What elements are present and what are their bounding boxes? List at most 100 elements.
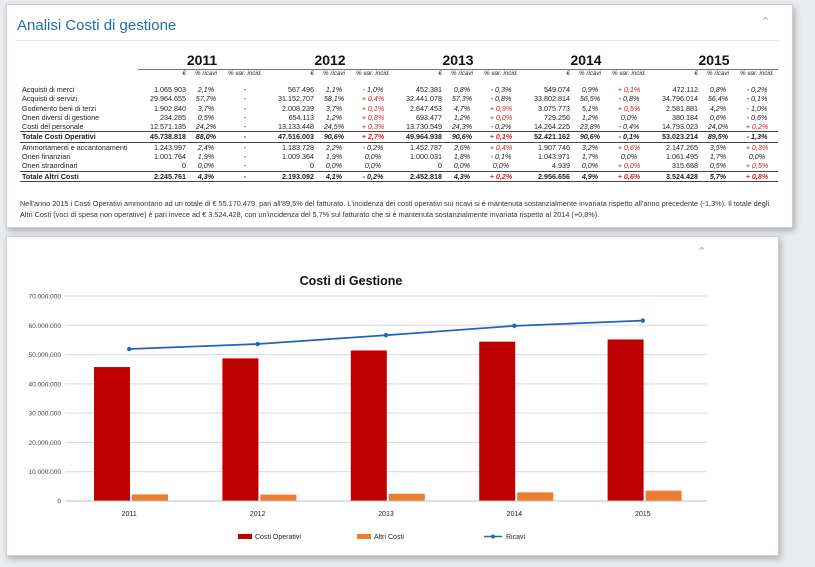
amount-cell: 693.477 xyxy=(416,112,443,122)
amount-cell: 45.738.818 xyxy=(138,131,188,143)
column-header: € xyxy=(650,69,701,85)
variation-cell: 0,0% xyxy=(748,152,766,162)
bar-costi-operativi xyxy=(222,358,259,501)
revenue-pct-cell: 0,5% xyxy=(197,112,215,122)
costs-analysis-panel: Analisi Costi di gestione ⌃ 2011 2012 2013… xyxy=(6,4,793,228)
x-tick-label: 2013 xyxy=(378,511,394,518)
point-ricavi xyxy=(383,333,389,338)
row-label: Ammortamenti e accantonamenti xyxy=(22,142,128,152)
variation-cell: - 0,3% xyxy=(490,85,512,94)
y-tick-label: 40.000.000 xyxy=(28,381,61,388)
revenue-pct-cell: 24,3% xyxy=(451,122,473,132)
revenue-pct-cell: 3,2% xyxy=(581,142,599,152)
revenue-pct-cell: 5,7% xyxy=(700,170,737,182)
amount-cell: 53.023.214 xyxy=(650,131,701,143)
year-header: 2014 xyxy=(570,52,602,68)
amount-cell: 2.956.656 xyxy=(522,170,573,182)
point-ricavi xyxy=(512,323,517,329)
amount-cell: 1.183.728 xyxy=(282,142,315,152)
variation-cell: - 0,2% xyxy=(352,170,395,182)
revenue-pct-cell: 1,9% xyxy=(197,152,215,162)
variation-cell: 0,0% xyxy=(620,112,638,122)
bar-altri-costi xyxy=(132,494,168,501)
variation-cell: + 0,3% xyxy=(361,122,385,132)
variation-cell: + 0,9% xyxy=(489,103,513,113)
variation-cell: 0,0% xyxy=(492,161,510,171)
row-label: Acquisti di servizi xyxy=(22,94,78,104)
column-header: % ricavi xyxy=(444,69,481,85)
revenue-pct-cell: 2,1% xyxy=(197,85,215,94)
amount-cell: 2.452.818 xyxy=(394,170,445,182)
chevron-up-icon[interactable]: ⌃ xyxy=(761,16,771,28)
legend-label: Ricavi xyxy=(506,534,526,541)
bar-altri-costi xyxy=(260,494,297,501)
revenue-pct-cell: 90,6% xyxy=(444,131,481,143)
variation-cell: + 0,1% xyxy=(480,131,523,143)
chart-panel: ⌃ Costi di Gestione 0 10.000.000 20.000.000… xyxy=(6,236,779,556)
table-row: Totale Costi Operativi 45.738.818 88,0% -47… xyxy=(20,131,779,143)
table-row: Oneri finanziari 1.001.764 1,9% - 1.009.364 1… xyxy=(20,152,778,161)
amount-cell: 1.065.903 xyxy=(154,85,186,94)
column-header: % var. incid. xyxy=(224,69,267,85)
analysis-description: Nell'anno 2015 i Costi Operativi ammonta… xyxy=(20,199,770,219)
variation-cell: + 0,6% xyxy=(617,142,641,152)
variation-cell: 0,0% xyxy=(364,152,382,162)
blank-cell xyxy=(20,51,138,70)
variation-cell: - 1,3% xyxy=(736,131,779,143)
variation-cell: + 0,1% xyxy=(361,103,385,113)
revenue-pct-cell: 0,9% xyxy=(581,85,599,94)
legend-label: Costi Operativi xyxy=(255,534,301,541)
variation-cell: 0,0% xyxy=(620,152,638,162)
amount-cell: 549.074 xyxy=(544,85,571,94)
amount-cell: 1.000.031 xyxy=(410,152,443,162)
panel-title: Analisi Costi di gestione xyxy=(17,17,177,34)
variation-cell: - 0,1% xyxy=(608,131,651,143)
y-tick-label: 50.000.000 xyxy=(28,352,61,359)
variation-cell: - xyxy=(243,161,247,171)
bar-altri-costi xyxy=(388,493,425,501)
legend-marker-ricavi xyxy=(491,534,495,539)
amount-cell: 1.043.971 xyxy=(538,152,571,162)
row-label: Oneri diversi di gestione xyxy=(22,112,100,122)
amount-cell: 1.452.787 xyxy=(410,142,443,152)
revenue-pct-cell: 4,7% xyxy=(453,103,471,113)
table-row: Acquisti di merci 1.065.903 2,1% - 567.496 1,… xyxy=(20,85,778,94)
x-tick-label: 2011 xyxy=(122,511,137,518)
bar-costi-operativi xyxy=(607,339,644,501)
chevron-up-icon[interactable]: ⌃ xyxy=(697,246,707,258)
revenue-pct-cell: 1,2% xyxy=(453,112,471,122)
x-tick-label: 2014 xyxy=(507,511,523,518)
column-header: € xyxy=(522,69,573,85)
amount-cell: 0 xyxy=(438,161,443,171)
point-ricavi xyxy=(640,318,645,323)
variation-cell: - xyxy=(243,94,247,104)
bar-costi-operativi xyxy=(479,341,516,501)
amount-cell: 452.381 xyxy=(416,85,443,94)
amount-cell: 13.133.448 xyxy=(278,122,315,132)
revenue-pct-cell: 57,3% xyxy=(451,94,473,104)
revenue-pct-cell: 0,0% xyxy=(581,161,599,171)
variation-cell: - 0,2% xyxy=(746,85,768,94)
amount-cell: 2.147.265 xyxy=(666,142,699,152)
variation-cell: - xyxy=(224,131,267,143)
variation-cell: + 0,0% xyxy=(617,161,641,171)
revenue-pct-cell: 24,0% xyxy=(707,122,729,132)
revenue-pct-cell: 4,3% xyxy=(188,170,224,182)
revenue-pct-cell: 89,5% xyxy=(700,131,737,143)
variation-cell: + 0,4% xyxy=(489,142,513,152)
variation-cell: - 0,8% xyxy=(490,94,512,104)
amount-cell: 1.243.997 xyxy=(154,142,186,152)
revenue-pct-cell: 88,0% xyxy=(188,131,224,143)
y-tick-label: 0 xyxy=(57,499,61,506)
row-label: Totale Costi Operativi xyxy=(20,131,138,143)
revenue-pct-cell: 3,5% xyxy=(709,142,727,152)
revenue-pct-cell: 0,0% xyxy=(325,161,343,171)
variation-cell: - 0,8% xyxy=(618,94,640,104)
variation-cell: + 0,8% xyxy=(736,170,779,182)
variation-cell: + 0,1% xyxy=(617,85,641,94)
revenue-pct-cell: 1,1% xyxy=(325,85,343,94)
amount-cell: 14.264.225 xyxy=(534,122,571,132)
column-header: % var. incid. xyxy=(480,69,523,85)
revenue-pct-cell: 24,2% xyxy=(195,122,217,132)
revenue-pct-cell: 1,2% xyxy=(581,112,599,122)
